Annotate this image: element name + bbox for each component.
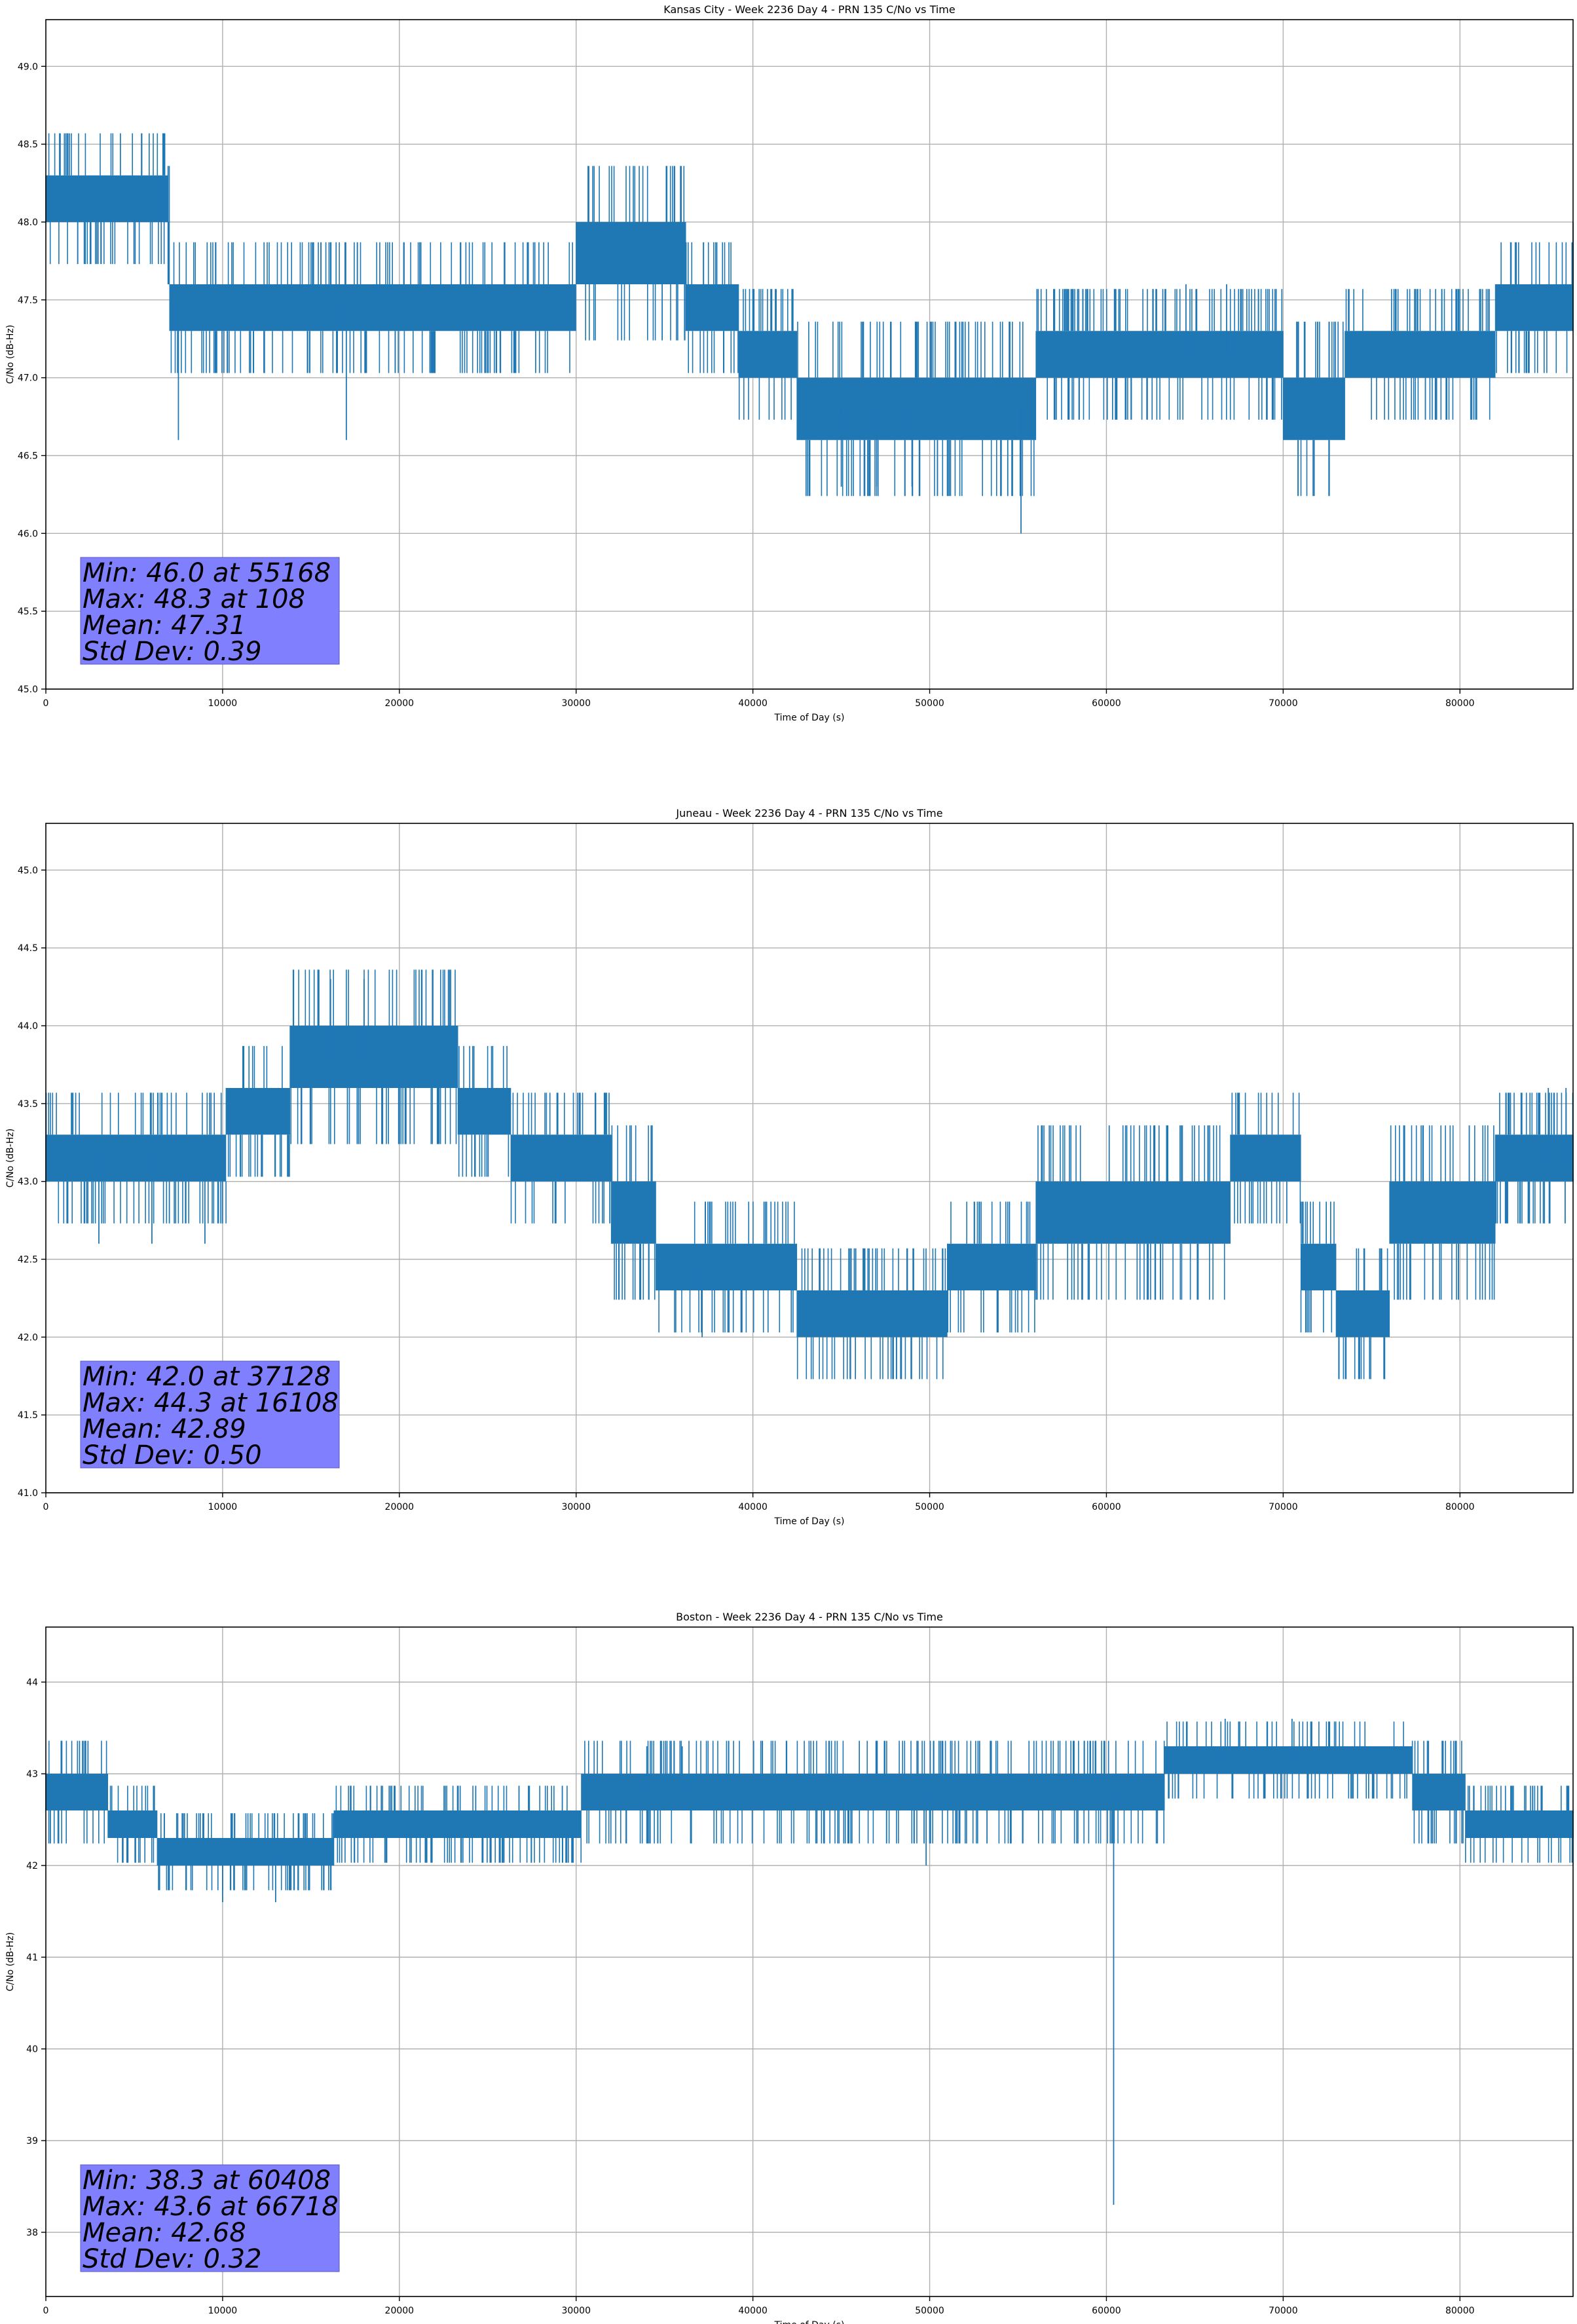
x-tick-label: 60000 — [1092, 698, 1121, 709]
y-tick-label: 43 — [26, 1769, 38, 1780]
cno-trace-excursions — [48, 1721, 1573, 1890]
axes-frame — [45, 1626, 1574, 2297]
y-axis-label: C/No (dB-Hz) — [5, 1129, 16, 1188]
y-tick-label: 38 — [26, 2228, 38, 2238]
x-tick-label: 50000 — [915, 1502, 944, 1512]
chart-panel-1: 0 10000 20000 30000 40000 50000 60000 70000 8000… — [5, 3, 1574, 723]
stats-box — [80, 2164, 340, 2272]
x-tick-label: 20000 — [385, 2306, 415, 2316]
x-tick-label: 80000 — [1445, 2306, 1475, 2316]
y-tick-label: 41.0 — [18, 1488, 38, 1499]
stats-line: Min: 38.3 at 60408 — [83, 2165, 331, 2196]
axes-frame — [45, 823, 1574, 1493]
stats-line: Max: 44.3 at 16108 — [83, 1388, 339, 1418]
y-axis-label: C/No (dB-Hz) — [5, 1932, 16, 1991]
x-tick-label: 30000 — [561, 2306, 591, 2316]
y-tick-label: 48.0 — [18, 217, 38, 228]
x-axis-label: Time of Day (s) — [774, 2320, 845, 2324]
cno-trace-band — [45, 175, 1574, 440]
x-tick-label: 40000 — [738, 1502, 768, 1512]
y-tick-label: 48.5 — [18, 140, 38, 150]
y-tick-label: 43.0 — [18, 1177, 38, 1188]
x-tick-label: 40000 — [738, 698, 768, 709]
x-tick-label: 10000 — [208, 698, 238, 709]
y-tick-label: 44.5 — [18, 943, 38, 954]
x-tick-label: 10000 — [208, 1502, 238, 1512]
stats-line: Min: 46.0 at 55168 — [83, 558, 331, 588]
chart-title: Juneau - Week 2236 Day 4 - PRN 135 C/No … — [675, 807, 942, 819]
stats-box — [80, 1360, 340, 1469]
y-tick-label: 44.0 — [18, 1021, 38, 1032]
y-tick-label: 39 — [26, 2136, 38, 2146]
chart-panel-3: 0 10000 20000 30000 40000 50000 60000 70000 8000… — [5, 1611, 1574, 2324]
y-tick-label: 47.5 — [18, 295, 38, 306]
y-tick-label: 45.5 — [18, 607, 38, 617]
x-tick-label: 0 — [43, 2306, 49, 2316]
x-tick-label: 40000 — [738, 2306, 768, 2316]
x-tick-label: 60000 — [1092, 2306, 1121, 2316]
stats-line: Mean: 47.31 — [83, 610, 246, 641]
stats-line: Min: 42.0 at 37128 — [83, 1362, 331, 1392]
y-tick-label: 45.0 — [18, 684, 38, 695]
stats-box — [80, 557, 340, 665]
x-tick-label: 20000 — [385, 1502, 415, 1512]
stats-line: Max: 48.3 at 108 — [83, 584, 305, 614]
x-tick-label: 30000 — [561, 1502, 591, 1512]
x-tick-label: 70000 — [1269, 2306, 1298, 2316]
x-tick-label: 70000 — [1269, 698, 1298, 709]
y-tick-label: 42 — [26, 1861, 38, 1871]
y-tick-label: 45.0 — [18, 865, 38, 876]
y-tick-label: 42.0 — [18, 1332, 38, 1343]
chart-panel-2: 0 10000 20000 30000 40000 50000 60000 70000 8000… — [5, 807, 1574, 1527]
cno-trace-excursions — [48, 133, 1573, 497]
x-tick-label: 0 — [43, 698, 49, 709]
y-tick-label: 44 — [26, 1677, 38, 1688]
x-tick-label: 70000 — [1269, 1502, 1298, 1512]
x-tick-label: 20000 — [385, 698, 415, 709]
x-tick-label: 80000 — [1445, 1502, 1475, 1512]
stats-line: Std Dev: 0.39 — [83, 637, 262, 667]
stats-line: Std Dev: 0.32 — [83, 2244, 262, 2274]
chart-title: Boston - Week 2236 Day 4 - PRN 135 C/No … — [676, 1611, 943, 1623]
y-tick-label: 42.5 — [18, 1254, 38, 1265]
axes-frame — [45, 19, 1574, 690]
y-tick-label: 43.5 — [18, 1099, 38, 1110]
x-axis-label: Time of Day (s) — [774, 1516, 845, 1527]
x-tick-label: 10000 — [208, 2306, 238, 2316]
x-tick-label: 80000 — [1445, 698, 1475, 709]
stats-line: Mean: 42.68 — [83, 2218, 246, 2248]
y-tick-label: 41.5 — [18, 1410, 38, 1421]
chart-title: Kansas City - Week 2236 Day 4 - PRN 135 … — [663, 3, 955, 16]
y-tick-label: 46.0 — [18, 529, 38, 539]
y-tick-label: 40 — [26, 2044, 38, 2055]
y-tick-label: 41 — [26, 1953, 38, 1963]
stats-line: Mean: 42.89 — [83, 1414, 246, 1444]
x-tick-label: 60000 — [1092, 1502, 1121, 1512]
x-tick-label: 50000 — [915, 698, 944, 709]
cno-trace-excursions — [45, 969, 1574, 1379]
stats-line: Std Dev: 0.50 — [83, 1440, 262, 1471]
stats-line: Max: 43.6 at 66718 — [83, 2192, 339, 2222]
y-tick-label: 46.5 — [18, 451, 38, 461]
x-tick-label: 50000 — [915, 2306, 944, 2316]
y-tick-label: 47.0 — [18, 373, 38, 384]
x-tick-label: 30000 — [561, 698, 591, 709]
x-axis-label: Time of Day (s) — [774, 713, 845, 723]
x-tick-label: 0 — [43, 1502, 49, 1512]
y-tick-label: 49.0 — [18, 62, 38, 72]
y-axis-label: C/No (dB-Hz) — [5, 325, 16, 384]
